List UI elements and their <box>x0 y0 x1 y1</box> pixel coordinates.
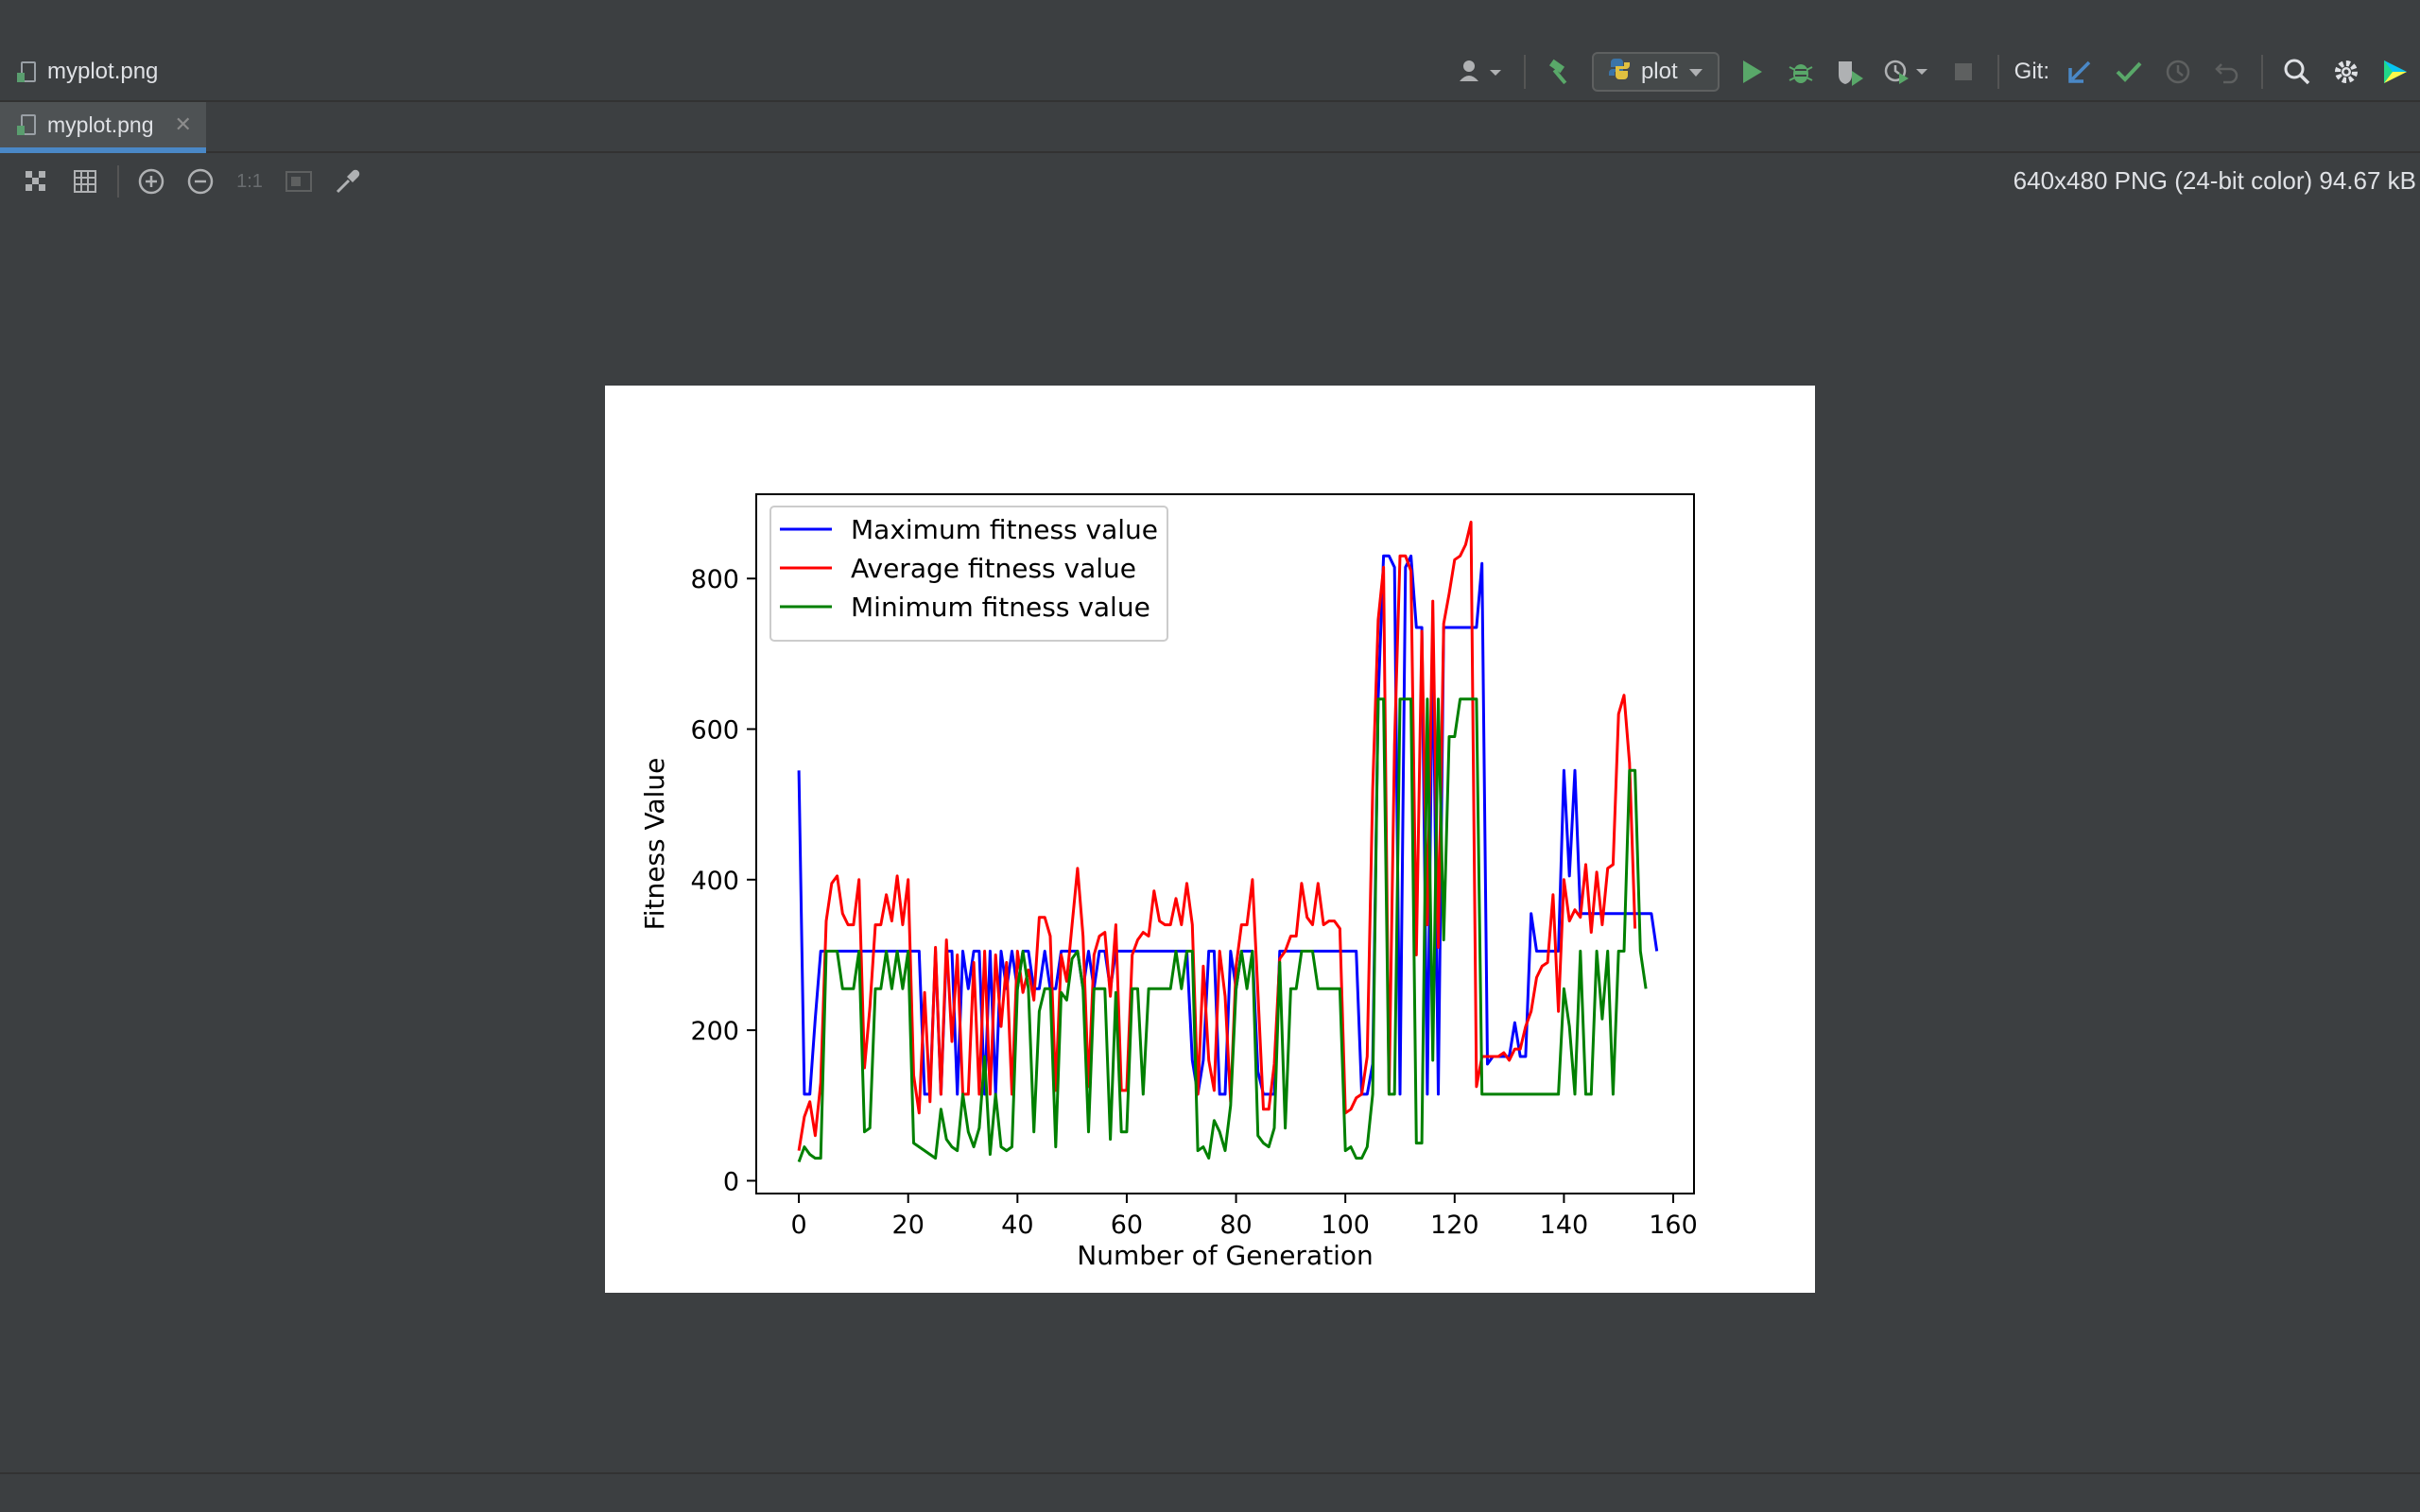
breadcrumb-file-name[interactable]: myplot.png <box>47 59 159 84</box>
hammer-icon[interactable] <box>1541 53 1579 91</box>
x-tick-label: 120 <box>1430 1211 1479 1240</box>
coverage-icon[interactable] <box>1831 53 1869 91</box>
y-tick-label: 200 <box>690 1017 739 1046</box>
close-icon[interactable]: ✕ <box>174 112 192 136</box>
y-axis-label: Fitness Value <box>639 758 670 931</box>
bug-icon[interactable] <box>1782 53 1820 91</box>
clock-icon[interactable] <box>2159 53 2197 91</box>
python-icon <box>1607 57 1632 88</box>
tab-myplot-png[interactable]: myplot.png ✕ <box>0 102 206 153</box>
x-tick-label: 40 <box>1001 1211 1033 1240</box>
x-tick-label: 140 <box>1540 1211 1589 1240</box>
plot-image: 0 20 40 60 80 100 120 140 160 0 200 400 600 800 Numb… <box>605 386 1815 1293</box>
x-tick-label: 160 <box>1649 1211 1698 1240</box>
series-line-avg <box>797 521 1637 1151</box>
legend-box <box>769 506 1168 642</box>
gear-icon[interactable] <box>2327 53 2365 91</box>
zoom-out-icon[interactable] <box>180 161 221 202</box>
y-tick-label: 800 <box>690 565 739 594</box>
undo-icon[interactable] <box>2208 53 2246 91</box>
legend: Maximum fitness value Average fitness va… <box>769 506 1168 642</box>
image-info: 640x480 PNG (24-bit color) 94.67 kB <box>2013 166 2416 195</box>
series-line-min <box>797 697 1648 1163</box>
toolbar-separator <box>117 165 119 198</box>
tab-label: myplot.png <box>47 112 154 137</box>
toolbar-separator <box>1523 55 1526 89</box>
actual-size-label: 1:1 <box>236 170 263 192</box>
git-label: Git: <box>2014 59 2049 84</box>
run-configuration-select[interactable]: plot <box>1591 52 1720 92</box>
breadcrumb[interactable]: myplot.png <box>17 55 159 89</box>
checkmark-icon[interactable] <box>2110 53 2148 91</box>
grid-icon[interactable] <box>64 161 106 202</box>
legend-label-max: Maximum fitness value <box>851 514 1158 545</box>
y-tick-label: 0 <box>723 1167 739 1196</box>
toolbar-separator <box>2261 55 2263 89</box>
play-icon[interactable] <box>1733 53 1771 91</box>
image-file-icon <box>17 114 36 135</box>
fitness-chart: 0 20 40 60 80 100 120 140 160 0 200 400 600 800 Numb… <box>639 493 1698 1271</box>
zoom-in-icon[interactable] <box>130 161 172 202</box>
stop-icon[interactable] <box>1945 53 1982 91</box>
x-tick-label: 80 <box>1219 1211 1252 1240</box>
x-tick-label: 0 <box>790 1211 806 1240</box>
status-bar <box>0 1472 2420 1512</box>
image-file-icon <box>17 61 36 82</box>
run-configuration-label: plot <box>1640 59 1678 84</box>
y-tick-label: 400 <box>690 867 739 896</box>
x-tick-label: 100 <box>1321 1211 1370 1240</box>
profile-icon[interactable] <box>1880 53 1933 91</box>
chevron-down-icon <box>1687 59 1704 85</box>
navigation-bar: myplot.png plot <box>0 0 2420 102</box>
chessboard-icon[interactable] <box>15 161 57 202</box>
jetbrains-toolbox-icon[interactable] <box>2377 53 2414 91</box>
toolbar-separator <box>1996 55 1999 89</box>
main-toolbar: plot Git: <box>1446 49 2420 94</box>
editor-tab-bar: myplot.png ✕ <box>0 102 2420 153</box>
color-picker-icon[interactable] <box>327 161 369 202</box>
actual-size-button[interactable]: 1:1 <box>229 161 270 202</box>
legend-label-min: Minimum fitness value <box>851 592 1150 623</box>
arrow-down-left-icon[interactable] <box>2061 53 2099 91</box>
plot-area-frame <box>755 493 1695 1194</box>
search-icon[interactable] <box>2278 53 2316 91</box>
image-editor-toolbar: 1:1 640x480 PNG (24-bit color) 94.67 kB <box>0 153 2420 210</box>
x-tick-label: 60 <box>1111 1211 1143 1240</box>
x-tick-label: 20 <box>892 1211 925 1240</box>
fit-to-window-icon[interactable] <box>278 161 320 202</box>
user-icon[interactable] <box>1452 53 1509 91</box>
x-axis-label: Number of Generation <box>1077 1240 1373 1271</box>
legend-label-avg: Average fitness value <box>851 553 1136 584</box>
y-tick-label: 600 <box>690 716 739 746</box>
